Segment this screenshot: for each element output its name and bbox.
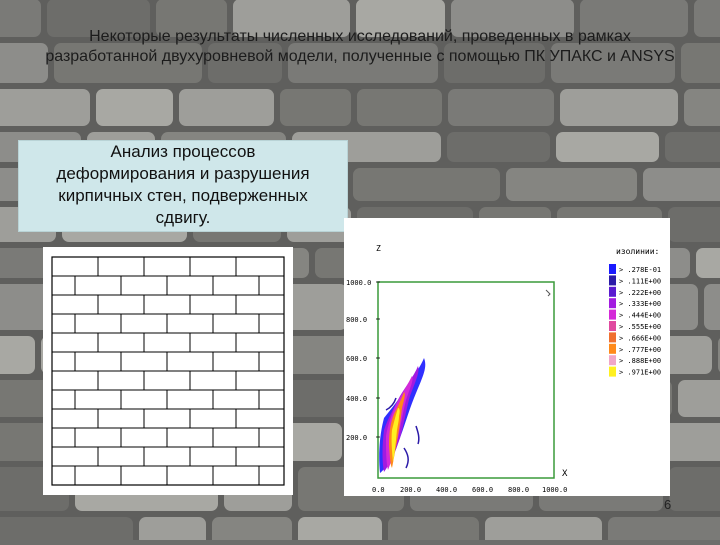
legend-swatch bbox=[609, 366, 616, 377]
legend-swatch bbox=[609, 275, 616, 286]
legend-swatch bbox=[609, 286, 616, 297]
legend-label: > .971E+00 bbox=[619, 369, 661, 377]
legend-label: > .777E+00 bbox=[619, 346, 661, 354]
wall-stone bbox=[353, 168, 500, 201]
x-tick-label: 0.0 bbox=[372, 486, 385, 494]
wall-stone bbox=[0, 0, 41, 37]
wall-stone bbox=[356, 0, 445, 37]
legend-label: > .444E+00 bbox=[619, 312, 661, 320]
slide-title: Некоторые результаты численных исследова… bbox=[45, 28, 675, 65]
x-tick-label: 400.0 bbox=[436, 486, 457, 494]
callout-line-4: сдвигу. bbox=[155, 208, 211, 227]
wall-stone bbox=[96, 89, 173, 126]
wall-stone bbox=[388, 517, 479, 545]
wall-stone bbox=[208, 43, 282, 83]
axis-x-label: X bbox=[562, 469, 568, 479]
legend-label: > .333E+00 bbox=[619, 300, 661, 308]
wall-stone bbox=[684, 89, 720, 126]
callout-line-1: Анализ процессов bbox=[110, 142, 256, 161]
wall-stone bbox=[54, 43, 202, 83]
wall-stone bbox=[608, 517, 720, 545]
plot-frame bbox=[377, 281, 555, 479]
callout-line-3: кирпичных стен, подверженных bbox=[58, 186, 308, 205]
x-tick-label: 200.0 bbox=[400, 486, 421, 494]
wall-stone bbox=[448, 89, 554, 126]
wall-stone bbox=[560, 89, 678, 126]
wall-stone bbox=[212, 517, 292, 545]
legend-swatch bbox=[609, 264, 616, 274]
wall-stone bbox=[506, 168, 637, 201]
y-tick-label: 800.0 bbox=[346, 316, 367, 324]
legend-label: > .666E+00 bbox=[619, 334, 661, 342]
wall-stone bbox=[485, 517, 602, 545]
brick-wall-diagram bbox=[43, 247, 293, 495]
wall-stone bbox=[139, 517, 206, 545]
contour-isolines bbox=[379, 289, 551, 473]
legend-swatch bbox=[609, 321, 616, 331]
wall-stone bbox=[0, 517, 133, 545]
wall-stone bbox=[665, 132, 720, 162]
wall-stone bbox=[0, 89, 90, 126]
legend-label: > .555E+00 bbox=[619, 323, 661, 331]
callout-line-2: деформирования и разрушения bbox=[56, 164, 310, 183]
wall-stone bbox=[580, 0, 688, 37]
wall-stone bbox=[451, 0, 574, 37]
wall-stone bbox=[47, 0, 150, 37]
wall-stone bbox=[669, 467, 720, 511]
legend-swatch bbox=[609, 298, 616, 309]
wall-stone bbox=[156, 0, 227, 37]
brick-pattern bbox=[51, 256, 285, 486]
y-tick-label: 200.0 bbox=[346, 434, 367, 442]
wall-stone bbox=[444, 43, 545, 83]
wall-stone bbox=[280, 89, 351, 126]
y-tick-label: 400.0 bbox=[346, 395, 367, 403]
legend-title: изолинии: bbox=[616, 247, 659, 256]
wall-stone bbox=[678, 380, 720, 417]
callout-box: Анализ процессов деформирования и разруш… bbox=[18, 140, 348, 232]
legend-swatch bbox=[609, 332, 616, 343]
wall-stone bbox=[668, 207, 720, 242]
wall-stone bbox=[447, 132, 550, 162]
wall-stone bbox=[179, 89, 274, 126]
wall-stone bbox=[681, 43, 720, 83]
wall-stone bbox=[0, 43, 48, 83]
wall-stone bbox=[704, 284, 720, 330]
wall-stone bbox=[696, 248, 720, 278]
contour-plot-panel: Z 1000.0 800.0 600.0 400.0 200.0 0.0 200.0 400… bbox=[344, 218, 670, 496]
page-number: 6 bbox=[664, 497, 672, 512]
wall-stone bbox=[0, 336, 35, 374]
wall-stone bbox=[288, 43, 438, 83]
wall-stone bbox=[551, 43, 675, 83]
x-tick-label: 800.0 bbox=[508, 486, 529, 494]
wall-stone bbox=[298, 517, 382, 545]
legend-label: > .888E+00 bbox=[619, 357, 661, 365]
legend-label: > .111E+00 bbox=[619, 277, 661, 285]
legend-label: > .278E-01 bbox=[619, 266, 661, 274]
contour-legend: > .278E-01 > .111E+00 > .222E+00 > .333E+00… bbox=[609, 264, 661, 377]
legend-swatch bbox=[609, 355, 616, 366]
x-tick-label: 1000.0 bbox=[542, 486, 567, 494]
axis-z-label: Z bbox=[376, 244, 381, 253]
x-tick-label: 600.0 bbox=[472, 486, 493, 494]
wall-stone bbox=[694, 0, 720, 37]
contour-plot: Z 1000.0 800.0 600.0 400.0 200.0 0.0 200.0 400… bbox=[346, 244, 661, 494]
y-tick-label: 600.0 bbox=[346, 355, 367, 363]
wall-stone bbox=[556, 132, 659, 162]
legend-label: > .222E+00 bbox=[619, 289, 661, 297]
wall-stone bbox=[357, 89, 442, 126]
legend-swatch bbox=[609, 309, 616, 320]
y-tick-label: 1000.0 bbox=[346, 279, 371, 287]
legend-swatch bbox=[609, 343, 616, 354]
wall-stone bbox=[643, 168, 720, 201]
wall-stone bbox=[233, 0, 350, 37]
